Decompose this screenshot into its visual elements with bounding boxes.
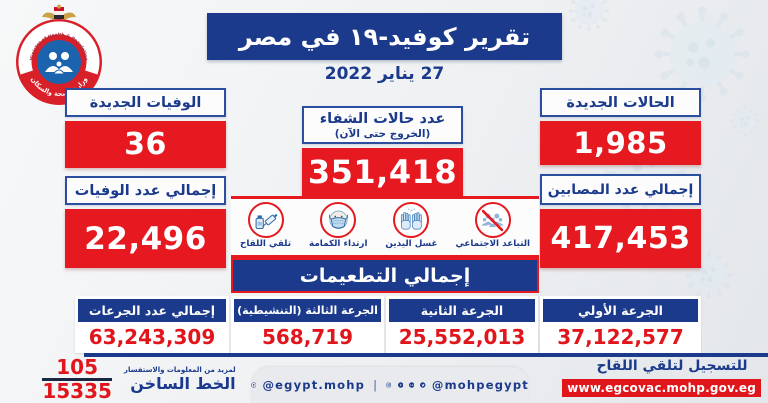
youtube-icon xyxy=(397,382,404,388)
svg-text:f: f xyxy=(253,383,255,387)
family-pictogram xyxy=(45,52,73,75)
linkedin-icon: in xyxy=(409,382,415,388)
new-cases-value: 1,985 xyxy=(540,121,701,165)
svg-text:in: in xyxy=(410,384,414,387)
mohp-logo: Ministry of Health & Population وزارة ال… xyxy=(16,4,102,105)
twitter-icon xyxy=(420,382,426,388)
new-deaths-label: الوفيات الجديدة xyxy=(65,88,226,117)
social-divider: | xyxy=(373,378,379,392)
precaution-label: التباعد الاجتماعي xyxy=(455,239,531,249)
virus-watermark xyxy=(729,105,761,137)
new-cases-label: الحالات الجديدة xyxy=(540,88,701,117)
hotline-number-105: 105 xyxy=(42,356,112,381)
hand-washing-icon xyxy=(393,202,430,238)
precaution-vaccine: تلقي اللقاح xyxy=(240,202,291,249)
dose-total-value: 63,243,309 xyxy=(88,325,216,349)
dose-first-column: الجرعة الأولي 37,122,577 xyxy=(540,296,701,353)
recoveries-label: عدد حالات الشفاء (الخروج حتى الآن) xyxy=(302,106,463,144)
vaccine-icon xyxy=(247,202,284,238)
other-socials-handle: @mohpegypt xyxy=(431,378,529,392)
new-deaths-value: 36 xyxy=(65,121,226,168)
report-title: تقرير كوفيد-١٩ في مصر xyxy=(207,13,562,60)
precaution-label: غسل اليدين xyxy=(385,239,438,249)
precaution-face-mask: ارتداء الكمامة xyxy=(309,202,367,249)
stats-divider-line xyxy=(84,353,768,357)
vaccinations-title-banner: إجمالي التطعيمات xyxy=(231,258,539,293)
total-cases-value: 417,453 xyxy=(540,209,701,268)
dose-third-column: الجرعة الثالثة (التنشيطية) 568,719 xyxy=(231,296,384,353)
hotline-label: الخط الساخن xyxy=(130,373,236,393)
recoveries-value: 351,418 xyxy=(302,148,463,196)
recoveries-label-sub: (الخروج حتى الآن) xyxy=(334,127,431,140)
dose-second-label: الجرعة الثانية xyxy=(389,299,535,322)
eagle-emblem xyxy=(42,4,76,20)
registration-url: www.egcovac.mohp.gov.eg xyxy=(562,379,761,397)
precaution-label: تلقي اللقاح xyxy=(240,239,292,249)
hotline-text: لمزيد من المعلومات والاستفسار الخط الساخ… xyxy=(124,366,236,393)
dose-second-column: الجرعة الثانية 25,552,013 xyxy=(386,296,538,353)
instagram-icon xyxy=(386,382,392,388)
total-deaths-label: إجمالي عدد الوفيات xyxy=(65,176,226,205)
dose-first-value: 37,122,577 xyxy=(557,325,684,349)
dose-total-label: إجمالي عدد الجرعات xyxy=(78,299,226,322)
dose-second-value: 25,552,013 xyxy=(398,325,526,349)
registration-label: للتسجيل لتلقي اللقاح xyxy=(596,358,748,374)
facebook-icon: f xyxy=(251,382,257,388)
dose-total-column: إجمالي عدد الجرعات 63,243,309 xyxy=(75,296,229,353)
facebook-handle: @egypt.mohp xyxy=(262,378,366,392)
total-deaths-value: 22,496 xyxy=(65,209,226,268)
precaution-social-distancing: التباعد الاجتماعي xyxy=(455,202,530,249)
virus-watermark xyxy=(567,0,611,33)
dose-third-label: الجرعة الثالثة (التنشيطية) xyxy=(234,299,381,322)
recoveries-label-main: عدد حالات الشفاء xyxy=(319,110,446,127)
total-cases-label: إجمالي عدد المصابين xyxy=(540,174,701,205)
report-date: 27 يناير 2022 xyxy=(324,64,445,84)
precautions-panel: التباعد الاجتماعي xyxy=(231,196,539,258)
precaution-label: ارتداء الكمامة xyxy=(309,239,368,249)
hotline-number-15335: 15335 xyxy=(42,378,112,403)
dose-third-value: 568,719 xyxy=(261,325,354,349)
hotline-info: لمزيد من المعلومات والاستفسار xyxy=(123,365,236,374)
face-mask-icon xyxy=(320,202,357,238)
social-distancing-icon xyxy=(474,202,511,238)
dose-first-label: الجرعة الأولي xyxy=(543,299,698,322)
precaution-hand-washing: غسل اليدين xyxy=(385,202,438,249)
social-media-bar: f @egypt.mohp | in @mohpegypt xyxy=(251,367,529,403)
registration-block: للتسجيل لتلقي اللقاح www.egcovac.mohp.go… xyxy=(562,358,761,397)
hotline-numbers: 105 15335 xyxy=(42,356,112,403)
hotline-block: 105 15335 لمزيد من المعلومات والاستفسار … xyxy=(14,356,264,403)
